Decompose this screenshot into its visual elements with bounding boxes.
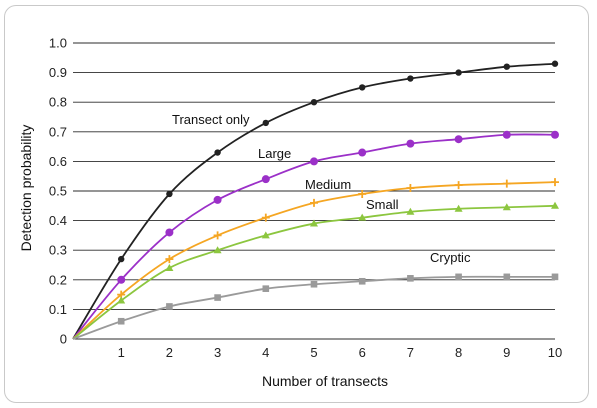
y-tick-label: 0.8 [49,95,67,110]
data-point-small [310,219,318,227]
x-tick-label: 5 [310,345,317,360]
x-tick-label: 10 [548,345,562,360]
data-point-transect-only [359,84,366,91]
data-point-small [213,246,222,254]
data-point-transect-only [118,255,125,263]
y-tick-label: 0.3 [49,243,67,258]
data-point-large [551,130,559,139]
data-point-large [261,175,270,184]
series-layer [72,60,559,340]
data-point-small [165,263,174,271]
data-point-transect-only [214,149,221,156]
x-tick-label: 3 [214,345,221,360]
y-tick-label: 0 [60,332,67,347]
data-point-medium [261,213,270,222]
series-label-transect-only: Transect only [172,112,250,127]
data-point-cryptic [407,275,414,282]
series-label-cryptic: Cryptic [430,250,471,265]
data-point-small [358,213,367,221]
gridlines [73,42,555,340]
data-point-transect-only [407,75,414,82]
data-point-small [551,201,559,209]
data-point-medium [213,231,222,240]
data-point-transect-only [551,60,559,67]
data-point-small [502,203,511,211]
data-point-large [358,148,367,157]
data-point-large [502,130,511,139]
data-point-cryptic [214,294,221,301]
data-point-large [406,139,415,148]
y-tick-label: 0.4 [49,213,67,228]
data-point-medium [406,184,415,193]
x-tick-label: 6 [359,345,366,360]
series-label-medium: Medium [305,177,351,192]
data-point-medium [165,255,174,264]
x-tick-label: 8 [455,345,462,360]
data-point-transect-only [310,99,318,106]
data-point-small [406,207,415,215]
x-tick-label: 2 [166,345,173,360]
chart-frame [4,5,589,403]
data-point-transect-only [455,69,462,76]
data-point-cryptic [358,277,366,285]
y-tick-label: 0.6 [49,154,67,169]
x-tick-label: 1 [118,345,125,360]
series-label-small: Small [366,197,399,212]
data-point-cryptic [310,280,318,288]
data-point-medium [454,181,463,190]
x-tick-labels: 1 2 3 4 5 6 7 8 9 10 [118,345,563,360]
data-point-cryptic [166,303,173,310]
y-tick-labels: 0 0.1 0.2 0.3 0.4 0.5 0.6 0.7 0.8 0.9 1.0 [49,36,67,347]
data-point-medium [551,178,559,187]
x-tick-label: 4 [262,345,269,360]
series-labels: Transect only Large Medium Small Cryptic [172,112,471,265]
y-tick-label: 0.2 [49,272,67,287]
data-point-medium [310,198,318,207]
y-tick-label: 0.7 [49,124,67,139]
data-point-large [165,228,174,237]
data-point-cryptic [503,273,511,281]
y-tick-label: 0.5 [49,184,67,199]
data-point-medium [358,189,367,198]
data-point-cryptic [262,285,270,292]
data-point-transect-only [503,63,510,70]
y-axis-label: Detection probability [18,125,34,252]
x-axis-label: Number of transects [262,373,388,389]
data-point-small [454,204,463,212]
data-point-transect-only [166,190,173,198]
series-label-large: Large [258,146,291,161]
data-point-large [310,157,318,166]
data-point-medium [502,179,511,188]
data-point-large [213,195,222,204]
data-point-small [117,296,126,304]
x-tick-label: 7 [407,345,414,360]
y-tick-label: 0.1 [49,302,67,317]
x-tick-label: 9 [503,345,510,360]
data-point-cryptic [117,317,125,325]
data-point-cryptic [551,273,559,281]
y-tick-label: 0.9 [49,65,67,80]
data-point-large [454,135,463,144]
data-point-small [261,231,270,239]
y-tick-label: 1.0 [49,36,67,51]
series-line-transect-only [72,62,556,340]
data-point-transect-only [262,119,269,127]
data-point-cryptic [455,273,462,281]
data-point-large [117,275,126,284]
